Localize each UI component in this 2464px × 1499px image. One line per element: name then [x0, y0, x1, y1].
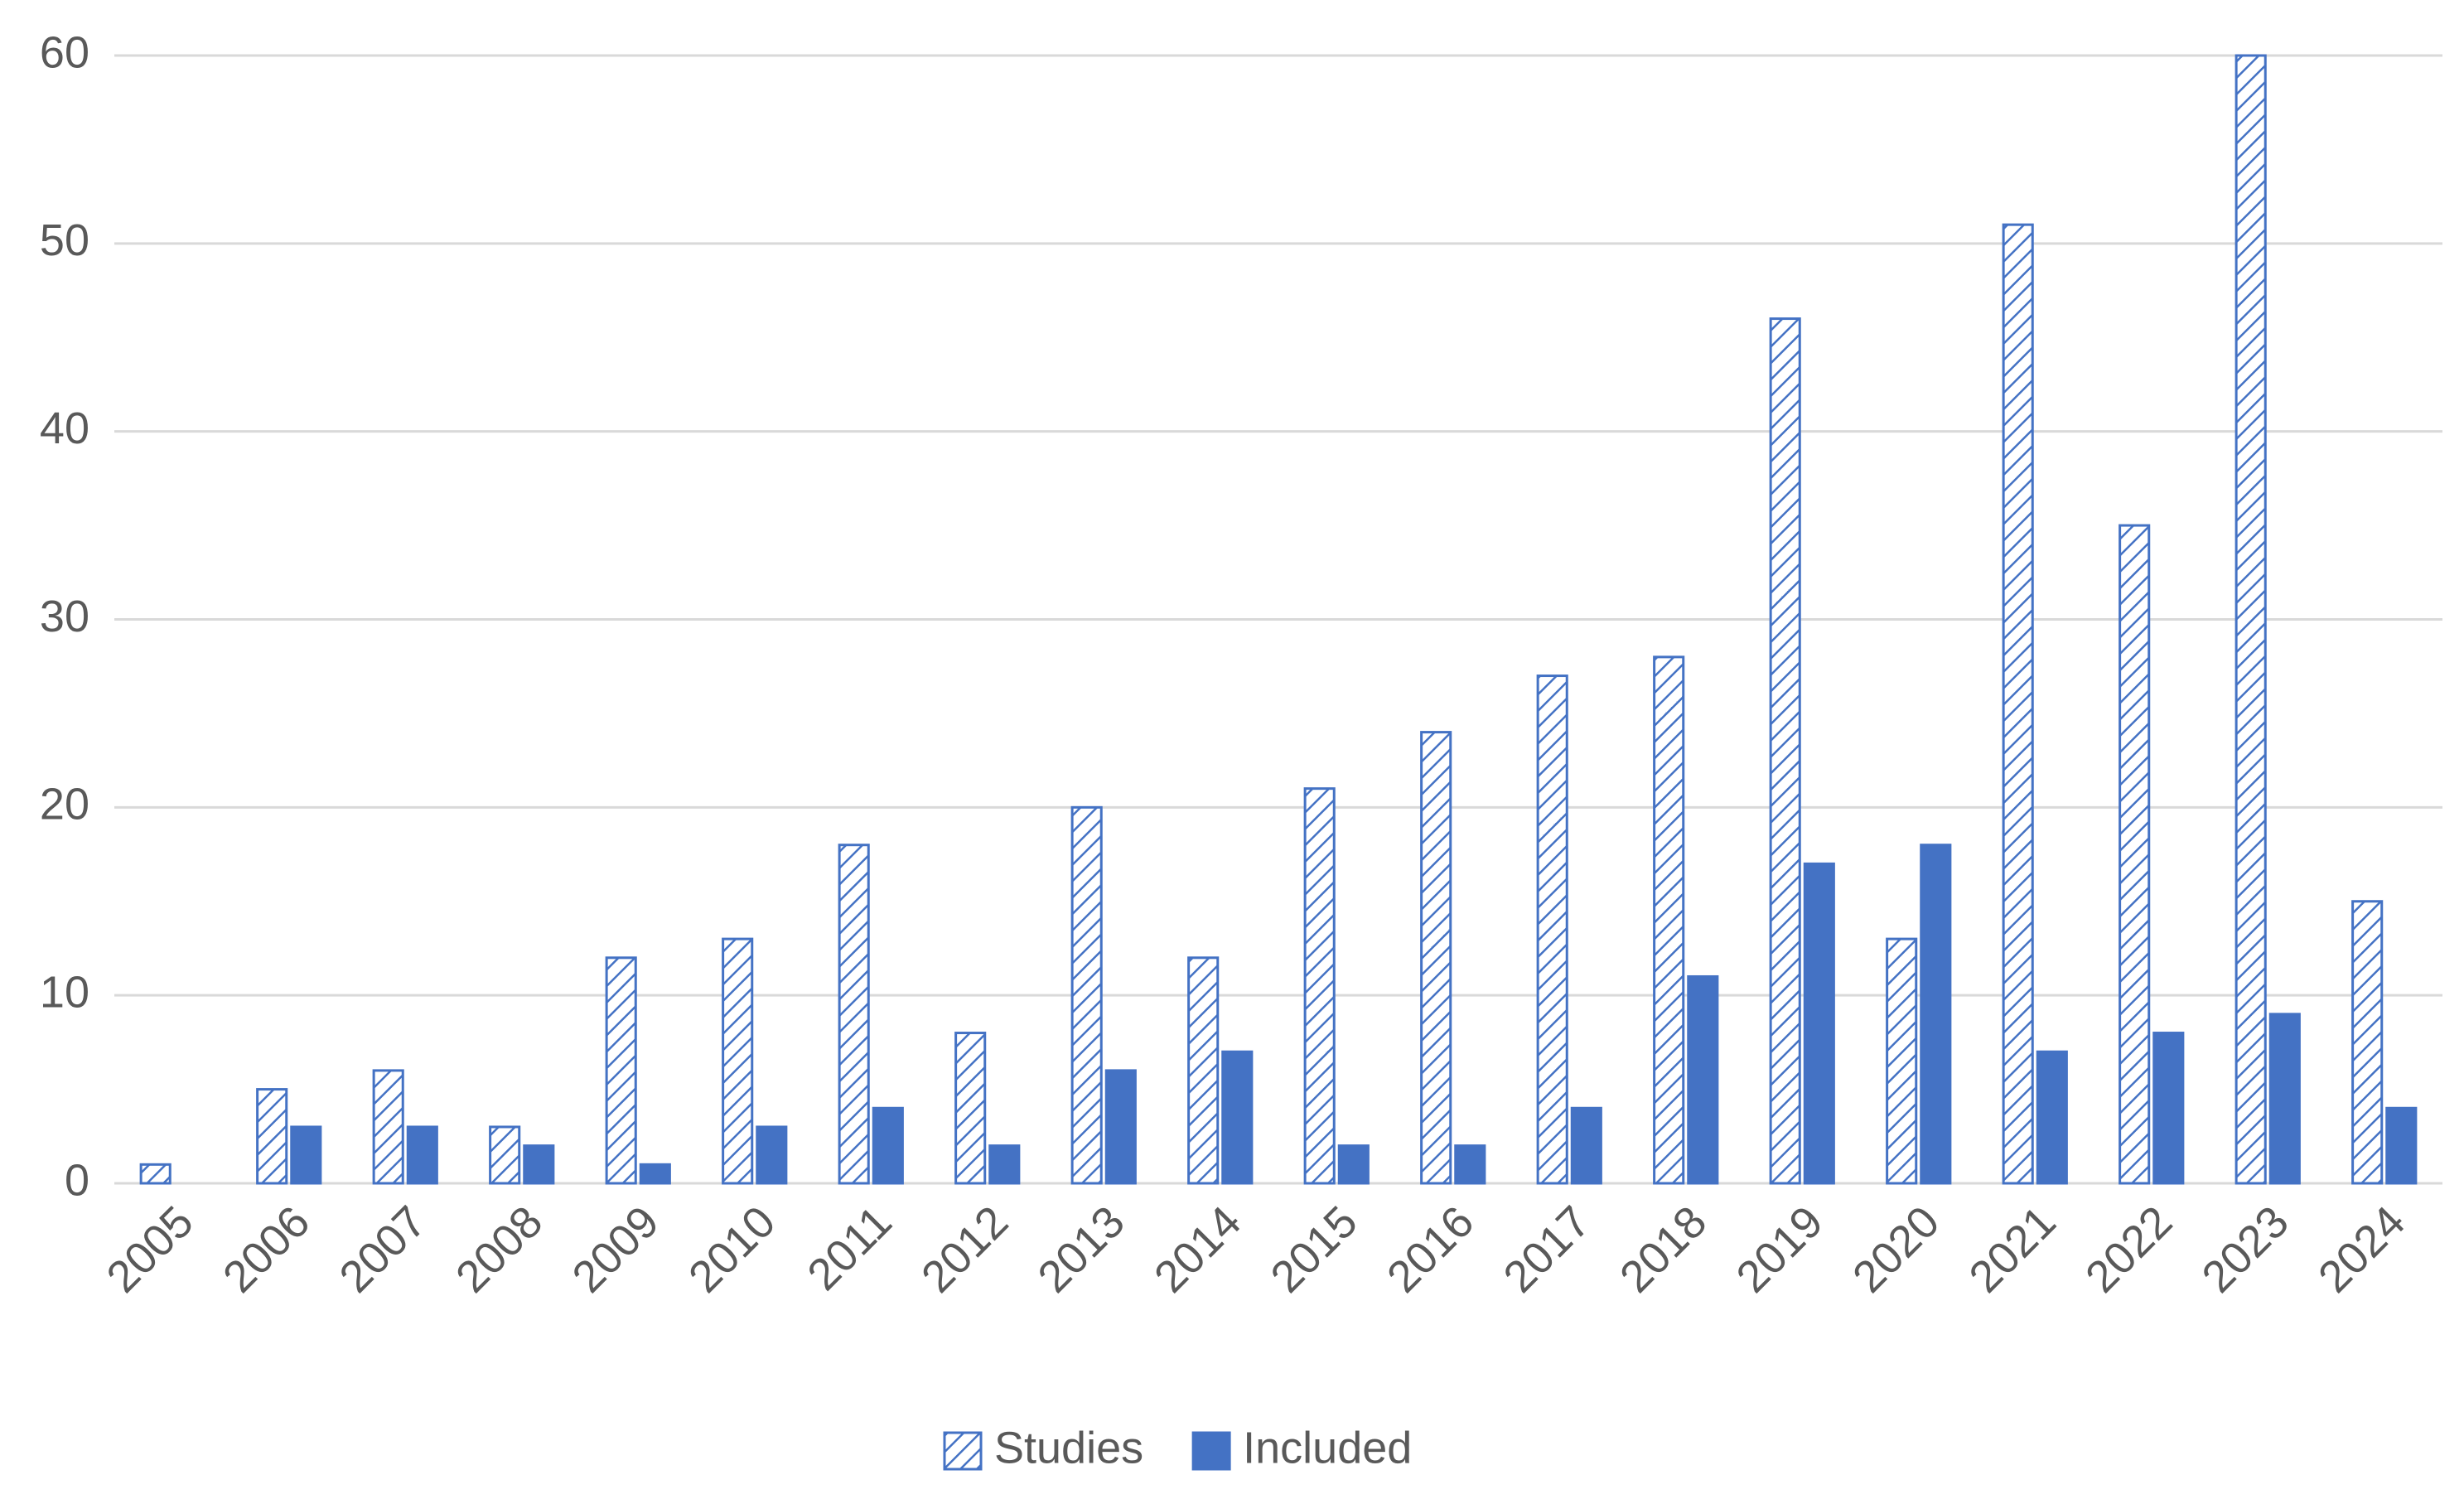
bar [1070, 805, 1103, 1185]
bar [406, 1125, 438, 1185]
x-tick-label: 2015 [1261, 1197, 1366, 1302]
y-tick-label: 30 [40, 592, 89, 641]
x-tick-label: 2023 [2192, 1197, 2297, 1302]
bar [2119, 524, 2151, 1185]
bar [2036, 1050, 2068, 1185]
x-tick-label: 2012 [912, 1197, 1017, 1302]
bar [1221, 1050, 1254, 1185]
y-tick-label: 20 [40, 780, 89, 829]
bar [2235, 54, 2267, 1185]
bar [2002, 223, 2034, 1185]
x-tick-label: 2024 [2309, 1197, 2414, 1302]
bar [756, 1125, 788, 1185]
legend-label: Included [1243, 1423, 1412, 1472]
bar [1803, 862, 1835, 1185]
y-tick-label: 0 [65, 1155, 89, 1205]
bar [139, 1163, 172, 1185]
bar [1187, 956, 1220, 1185]
bar [1687, 974, 1719, 1185]
x-tick-label: 2008 [447, 1197, 552, 1302]
bar [1886, 937, 1918, 1185]
x-tick-label: 2020 [1843, 1197, 1949, 1302]
bar [1420, 731, 1452, 1185]
bar [639, 1163, 671, 1185]
x-tick-label: 2006 [214, 1197, 319, 1302]
bar [2385, 1106, 2418, 1185]
x-tick-label: 2021 [1959, 1197, 2065, 1302]
x-tick-label: 2016 [1378, 1197, 1483, 1302]
bar [838, 844, 870, 1185]
x-tick-label: 2018 [1611, 1197, 1716, 1302]
bar [605, 956, 637, 1185]
x-tick-label: 2010 [679, 1197, 785, 1302]
bar [256, 1088, 288, 1185]
bar [1337, 1144, 1370, 1185]
bar [1570, 1106, 1602, 1185]
legend-swatch [943, 1431, 983, 1471]
x-tick-label: 2013 [1028, 1197, 1133, 1302]
y-tick-label: 50 [40, 215, 89, 265]
x-tick-label: 2005 [97, 1197, 202, 1302]
x-tick-label: 2007 [330, 1197, 435, 1302]
x-tick-label: 2009 [563, 1197, 668, 1302]
x-tick-label: 2022 [2076, 1197, 2181, 1302]
x-tick-label: 2017 [1494, 1197, 1599, 1302]
x-tick-label: 2019 [1727, 1197, 1832, 1302]
x-tick-label: 2011 [798, 1197, 901, 1300]
bar [872, 1106, 904, 1185]
bar [1536, 675, 1568, 1185]
legend-label: Studies [994, 1423, 1143, 1472]
bar [988, 1144, 1021, 1185]
bar [2351, 900, 2384, 1185]
bar [489, 1125, 521, 1185]
bar [372, 1069, 404, 1185]
bar [290, 1125, 322, 1185]
bar [954, 1032, 987, 1185]
y-tick-label: 60 [40, 27, 89, 77]
x-tick-label: 2014 [1145, 1197, 1250, 1302]
bar [1920, 844, 1952, 1185]
legend-swatch [1191, 1431, 1231, 1471]
y-tick-label: 10 [40, 967, 89, 1017]
y-tick-label: 40 [40, 404, 89, 453]
bar [1454, 1144, 1486, 1185]
bar [1303, 787, 1336, 1185]
bar [1769, 317, 1801, 1185]
bar [2152, 1032, 2185, 1185]
bar [722, 937, 754, 1185]
bar [2268, 1013, 2301, 1185]
bar [1104, 1069, 1137, 1185]
bar [1653, 655, 1685, 1185]
bar [523, 1144, 555, 1185]
